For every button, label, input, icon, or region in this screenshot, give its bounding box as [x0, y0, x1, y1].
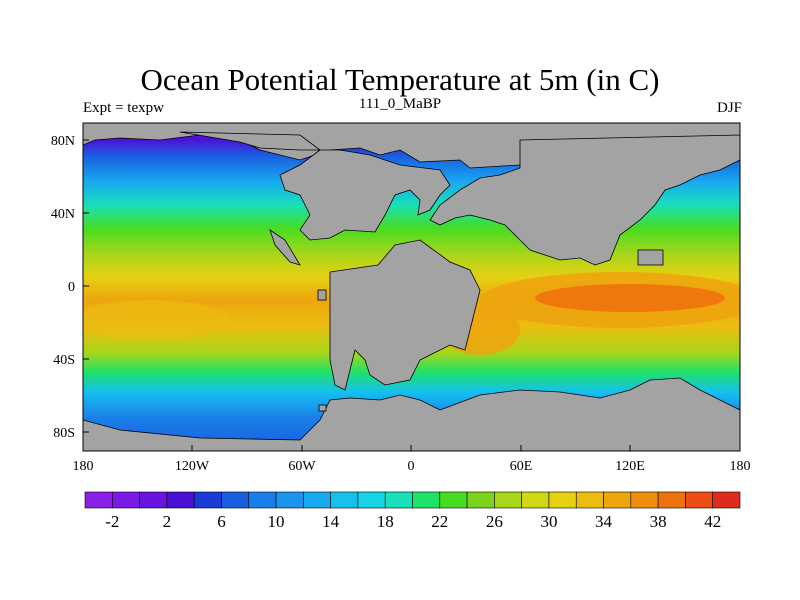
colorbar-swatch	[248, 491, 277, 509]
lat-tick-label: 40S	[53, 353, 75, 368]
colorbar-label: 30	[540, 512, 557, 531]
colorbar-label: 42	[704, 512, 721, 531]
colorbar-swatch	[575, 491, 604, 509]
colorbar-swatch	[494, 491, 522, 509]
season-label: DJF	[716, 100, 742, 116]
colorbar-label: 34	[595, 512, 613, 531]
colorbar-swatch	[84, 491, 113, 509]
eurasia	[429, 134, 740, 266]
island-1	[317, 289, 327, 301]
colorbar-label: -2	[105, 512, 119, 531]
lon-tick-label: 0	[408, 459, 415, 474]
colorbar-swatch	[630, 491, 659, 509]
time-label: 111_0_MaBP	[358, 96, 442, 112]
colorbar-swatch	[603, 491, 632, 509]
colorbar-swatch	[412, 491, 441, 509]
colorbar-swatch	[712, 491, 741, 509]
lat-axis: 80N 40N 0 40S 80S	[51, 134, 89, 441]
colorbar-swatch	[384, 491, 413, 509]
lon-tick-label: 180	[73, 459, 94, 474]
experiment-label: Expt = texpw	[83, 100, 164, 116]
colorbar-swatch	[685, 491, 714, 509]
lat-tick-label: 80S	[53, 426, 75, 441]
land-masses	[83, 123, 740, 451]
north-america-south	[269, 229, 301, 266]
colorbar-swatch	[548, 491, 577, 509]
colorbar-swatch	[439, 491, 468, 509]
colorbar-label: 38	[650, 512, 667, 531]
map-title: Ocean Potential Temperature at 5m (in C)	[140, 62, 660, 97]
colorbar: -2 2 6 10 14 18 22 26 30 34 38 42	[84, 491, 741, 531]
lon-tick-label: 120E	[615, 459, 645, 474]
colorbar-swatch	[193, 491, 222, 509]
colorbar-swatch	[166, 491, 195, 509]
lat-tick-label: 80N	[51, 134, 75, 149]
colorbar-label: 14	[322, 512, 340, 531]
colorbar-swatch	[111, 491, 140, 509]
colorbar-swatch	[330, 491, 359, 509]
colorbar-label: 10	[268, 512, 285, 531]
colorbar-swatch	[357, 491, 386, 509]
colorbar-label: 26	[486, 512, 503, 531]
colorbar-swatch	[221, 491, 250, 509]
colorbar-label: 2	[163, 512, 172, 531]
colorbar-swatch	[657, 491, 686, 509]
lon-tick-label: 120W	[175, 459, 210, 474]
warm-region-pacific	[83, 300, 230, 340]
lon-tick-label: 60W	[288, 459, 316, 474]
island-3	[637, 249, 664, 266]
colorbar-swatch	[521, 491, 550, 509]
colorbar-swatch	[139, 491, 168, 509]
lon-axis: 180 120W 60W 0 60E 120E 180	[73, 445, 751, 474]
southern-land	[83, 377, 740, 451]
colorbar-label: 18	[377, 512, 394, 531]
colorbar-swatch	[275, 491, 304, 509]
map-field	[83, 123, 740, 451]
colorbar-label: 6	[217, 512, 226, 531]
warm-pool-core	[535, 284, 725, 312]
colorbar-swatch	[303, 491, 331, 509]
lon-tick-label: 180	[730, 459, 751, 474]
lat-tick-label: 40N	[51, 207, 75, 222]
north-america	[179, 131, 451, 241]
colorbar-label: 22	[431, 512, 448, 531]
lon-tick-label: 60E	[510, 459, 533, 474]
south-america	[329, 239, 481, 391]
colorbar-swatch	[466, 491, 495, 509]
island-2	[318, 404, 327, 412]
lat-tick-label: 0	[68, 280, 75, 295]
